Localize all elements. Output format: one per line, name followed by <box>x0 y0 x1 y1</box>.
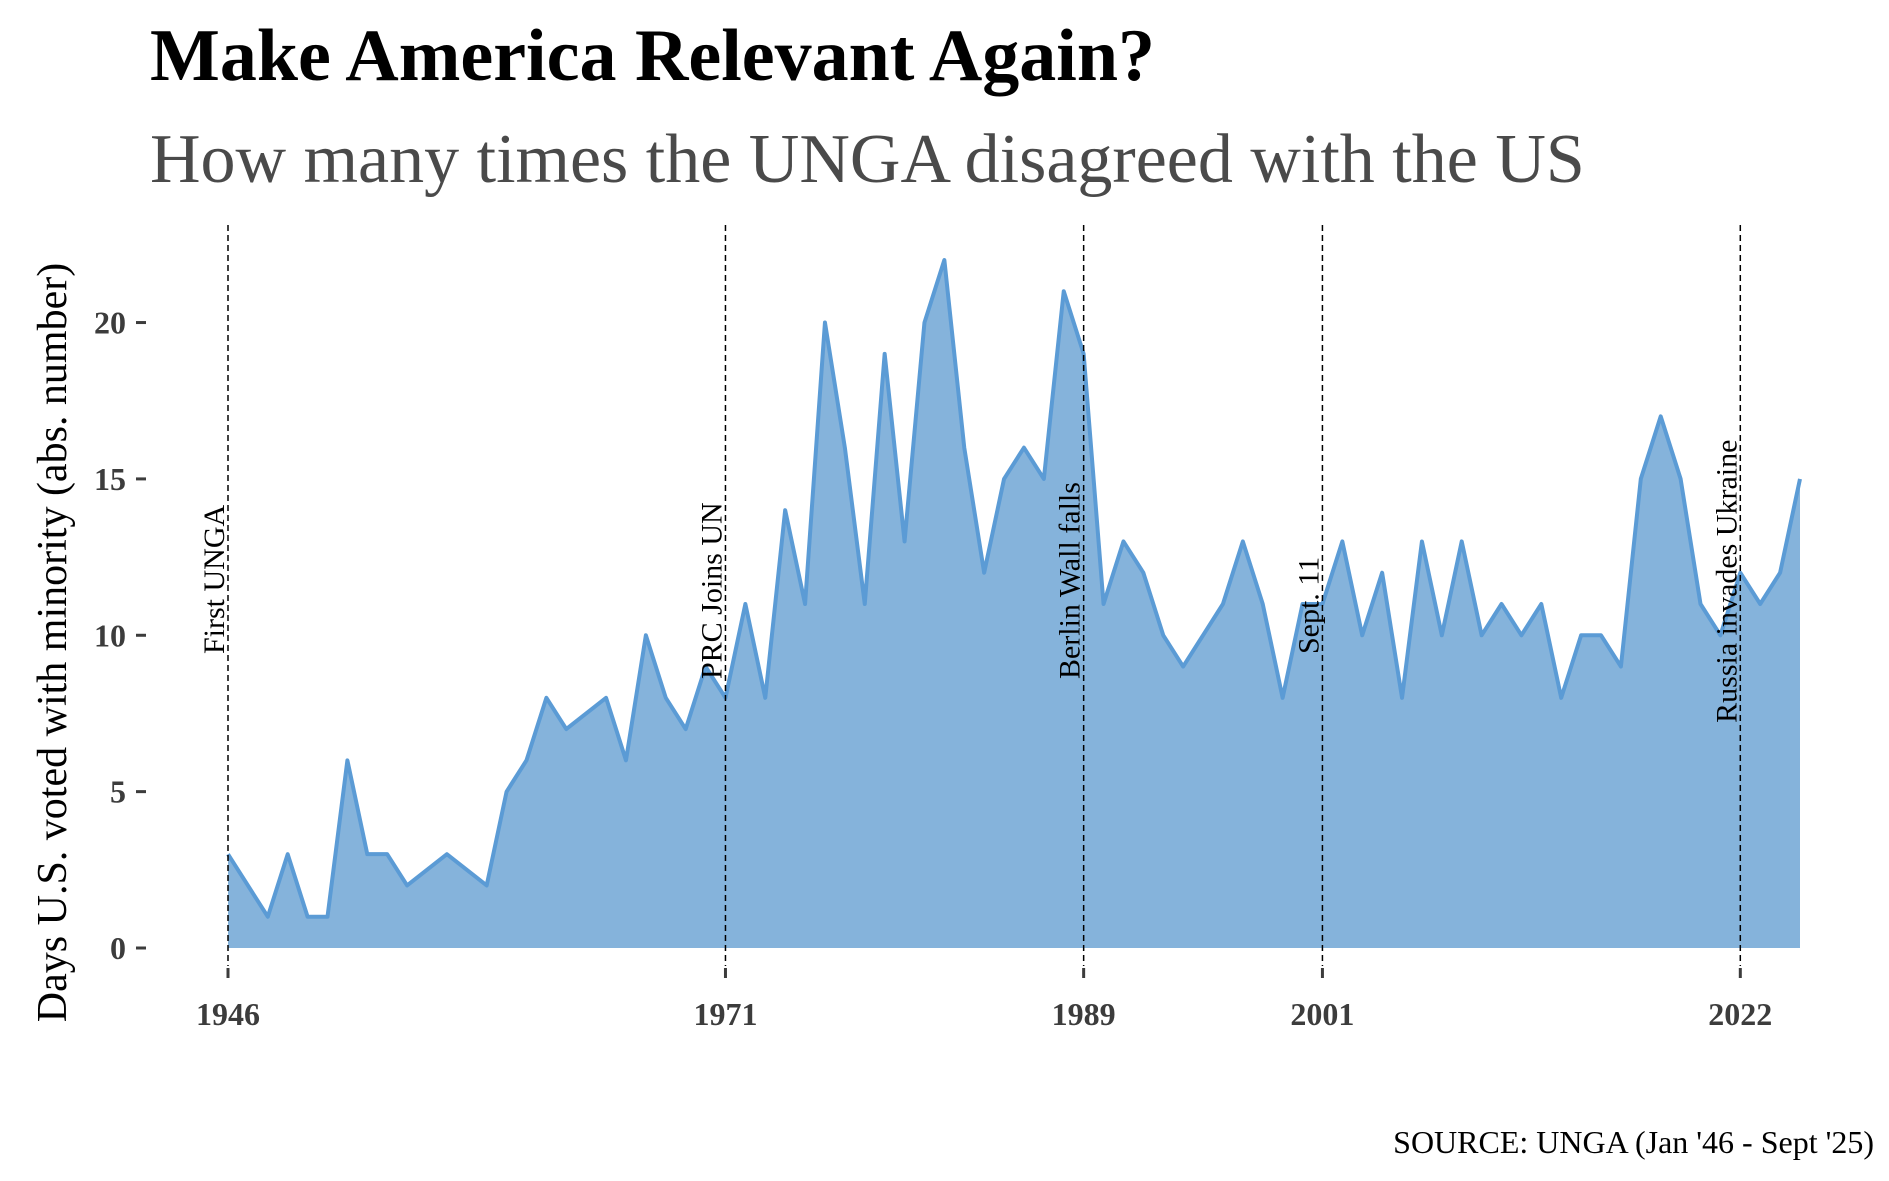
chart-subtitle: How many times the UNGA disagreed with t… <box>150 121 1585 198</box>
y-tick-label: 20 <box>94 305 126 341</box>
y-tick-label: 15 <box>94 461 126 497</box>
series-line <box>226 258 1802 919</box>
event-label: PRC Joins UN <box>695 502 728 679</box>
event-label: First UNGA <box>198 505 231 655</box>
source-caption: SOURCE: UNGA (Jan '46 - Sept '25) <box>1393 1124 1874 1160</box>
plot-area: First UNGA PRC Joins UN Berlin Wall falls S… <box>94 225 1802 1032</box>
y-tick-label: 0 <box>110 930 126 966</box>
x-tick-label: 1971 <box>693 996 757 1032</box>
x-tick-label: 2001 <box>1290 996 1354 1032</box>
x-tick-label: 1989 <box>1052 996 1116 1032</box>
x-tick-label: 1946 <box>196 996 260 1032</box>
event-label: Sept. 11 <box>1292 557 1325 654</box>
event-label: Russia invades Ukraine <box>1710 440 1743 723</box>
y-tick-label: 5 <box>110 774 126 810</box>
chart-title: Make America Relevant Again? <box>150 15 1155 97</box>
area-fill <box>228 260 1800 948</box>
event-label: Berlin Wall falls <box>1054 482 1087 679</box>
y-tick-label: 10 <box>94 617 126 653</box>
x-tick-label: 2022 <box>1708 996 1772 1032</box>
y-axis-title: Days U.S. voted with minority (abs. numb… <box>30 263 76 1022</box>
